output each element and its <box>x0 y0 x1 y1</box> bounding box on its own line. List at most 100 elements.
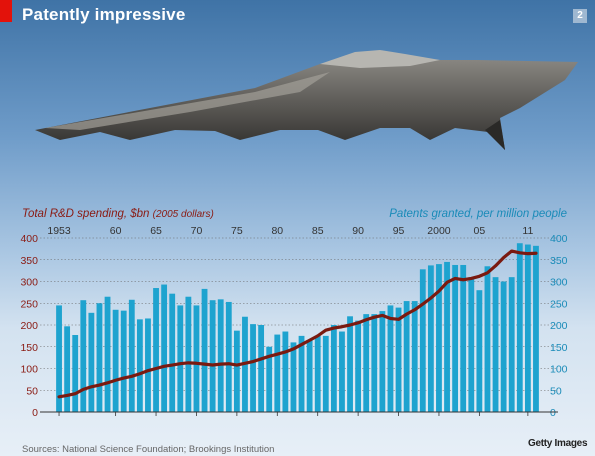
bar <box>484 266 491 412</box>
bar <box>266 346 273 412</box>
right-y-tick-label: 350 <box>550 255 568 267</box>
x-tick-label: 90 <box>352 225 364 237</box>
accent-bar <box>0 0 12 22</box>
x-tick-label: 75 <box>231 225 243 237</box>
right-y-tick-label: 400 <box>550 233 568 245</box>
bar <box>161 284 168 412</box>
left-y-tick-label: 0 <box>32 407 38 419</box>
chart-title: Patently impressive <box>22 5 186 24</box>
bar <box>387 305 394 412</box>
bar <box>209 300 216 412</box>
x-tick-label: 11 <box>522 225 533 237</box>
bar <box>460 264 467 412</box>
left-axis-title-text: Total R&D spending, $bn <box>22 208 150 220</box>
bar <box>363 314 370 412</box>
bar <box>104 296 111 412</box>
bar <box>88 312 95 412</box>
right-y-tick-label: 100 <box>550 364 568 376</box>
left-y-tick-label: 300 <box>20 277 38 289</box>
bar <box>436 264 442 412</box>
bar <box>468 277 475 412</box>
bar <box>347 316 353 412</box>
left-axis-title: Total R&D spending, $bn (2005 dollars) <box>22 208 214 220</box>
bar <box>419 269 426 412</box>
bar <box>371 314 378 412</box>
right-y-tick-label: 300 <box>550 277 568 289</box>
left-y-tick-label: 250 <box>20 298 38 310</box>
bar <box>355 320 362 412</box>
bar <box>112 309 119 412</box>
right-y-tick-label: 50 <box>550 385 562 397</box>
bar <box>444 261 450 412</box>
bar <box>314 335 321 412</box>
x-tick-label: 60 <box>110 225 122 237</box>
right-y-tick-label: 200 <box>550 320 568 332</box>
left-y-tick-label: 150 <box>20 342 38 354</box>
x-tick-label: 70 <box>191 225 203 237</box>
x-tick-label: 80 <box>271 225 283 237</box>
left-y-tick-label: 200 <box>20 320 38 332</box>
bar <box>64 326 71 412</box>
bar <box>508 277 515 412</box>
bar <box>72 335 79 412</box>
x-tick-label: 85 <box>312 225 324 237</box>
bar <box>500 281 507 412</box>
bar <box>516 243 523 412</box>
right-axis-title: Patents granted, per million people <box>389 208 567 220</box>
bar <box>250 324 256 412</box>
bar <box>533 245 539 412</box>
bar <box>120 310 127 412</box>
bar <box>128 299 135 412</box>
bar <box>492 277 499 412</box>
bar <box>153 288 159 412</box>
bar <box>217 299 224 412</box>
photo-credit: Getty Images <box>528 438 588 449</box>
bar <box>233 330 240 412</box>
bar-series <box>56 243 539 412</box>
right-y-tick-label: 0 <box>550 407 556 419</box>
bar <box>274 334 281 412</box>
bar <box>201 288 208 412</box>
bar <box>395 307 402 412</box>
x-tick-label: 1953 <box>47 225 71 237</box>
bar <box>290 342 297 412</box>
bar <box>80 300 87 412</box>
source-note: Sources: National Science Foundation; Br… <box>22 444 275 455</box>
bar <box>282 331 289 412</box>
bar <box>145 318 151 412</box>
bar <box>306 340 313 412</box>
bar <box>298 335 305 412</box>
left-y-tick-label: 50 <box>26 385 38 397</box>
bar <box>225 301 232 412</box>
page-number-badge: 2 <box>573 9 587 23</box>
bar <box>452 264 459 412</box>
line-series <box>57 249 538 399</box>
x-tick-label: 65 <box>150 225 162 237</box>
bar <box>169 293 176 412</box>
left-y-tick-label: 100 <box>20 364 38 376</box>
bar <box>322 335 329 412</box>
bar <box>56 305 62 412</box>
bar <box>403 301 410 412</box>
bar <box>258 325 265 412</box>
bar <box>193 305 200 412</box>
bar <box>427 265 434 412</box>
left-y-tick-label: 400 <box>20 233 38 245</box>
bar <box>379 311 386 412</box>
bar <box>185 296 192 412</box>
right-y-tick-label: 150 <box>550 342 568 354</box>
bar <box>476 290 483 412</box>
x-tick-label: 2000 <box>427 225 451 237</box>
bar <box>524 244 531 412</box>
right-y-tick-label: 250 <box>550 298 568 310</box>
left-axis-unit: (2005 dollars) <box>152 209 214 220</box>
bar <box>411 301 418 412</box>
bar <box>136 319 143 412</box>
r-and-d-spending-line <box>57 249 538 399</box>
x-tick-label: 05 <box>474 225 486 237</box>
bar <box>96 303 103 412</box>
